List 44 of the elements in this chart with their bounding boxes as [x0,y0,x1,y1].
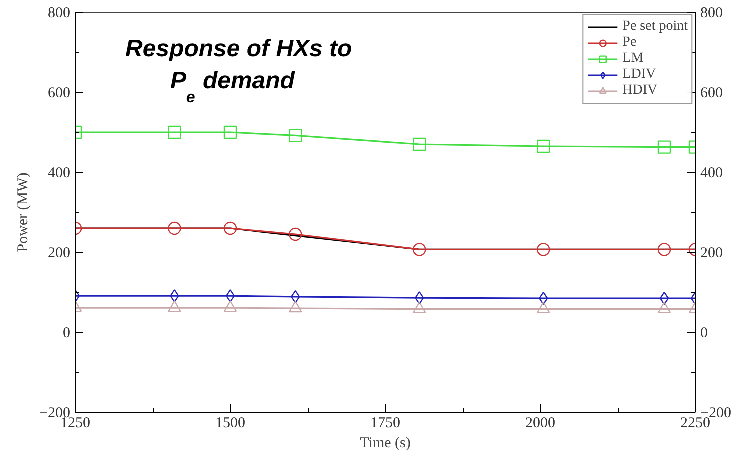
point [168,126,182,140]
point [289,300,302,313]
y2-tick-label: 200 [700,246,723,262]
point [289,129,302,142]
y-tick-label: 0 [63,326,70,342]
point [289,228,302,242]
y-tick-label: 200 [48,246,70,262]
x-tick-label: 1750 [370,416,400,432]
y-tick-label: 800 [48,6,70,22]
y-tick-label: 400 [48,166,70,182]
text: Response of HXs to Pe demand [126,36,352,106]
point [413,138,426,152]
legend-label: Pe set point [622,19,688,35]
x-axis-title: Time (s) [360,436,411,452]
point [224,300,238,312]
legend-label: HDIV [622,83,658,99]
legend-label: LM [622,51,644,67]
point [226,290,236,303]
point [537,140,550,154]
point [660,292,670,306]
point [224,222,238,236]
y2-tick-label: 800 [700,6,723,22]
y-tick-label: 600 [48,86,70,102]
point [413,243,426,256]
point [658,243,672,256]
point [170,290,180,303]
y2-tick-label: 0 [700,326,708,342]
point [537,243,550,256]
x-tick-label: 1500 [216,416,246,432]
point [658,140,672,154]
point [168,222,182,236]
legend-label: Pe [622,35,638,51]
point [413,302,426,314]
x-tick-label: 2000 [526,416,556,432]
point [224,126,238,140]
point [168,300,182,312]
y2-tick-label: 600 [700,86,723,102]
point [658,302,672,314]
point [291,290,300,304]
y-axis-title: Power (MW) [16,172,32,252]
legend-label: LDIV [622,67,656,83]
y2-tick-label: 400 [700,166,723,182]
point [537,302,550,314]
point [415,292,424,305]
